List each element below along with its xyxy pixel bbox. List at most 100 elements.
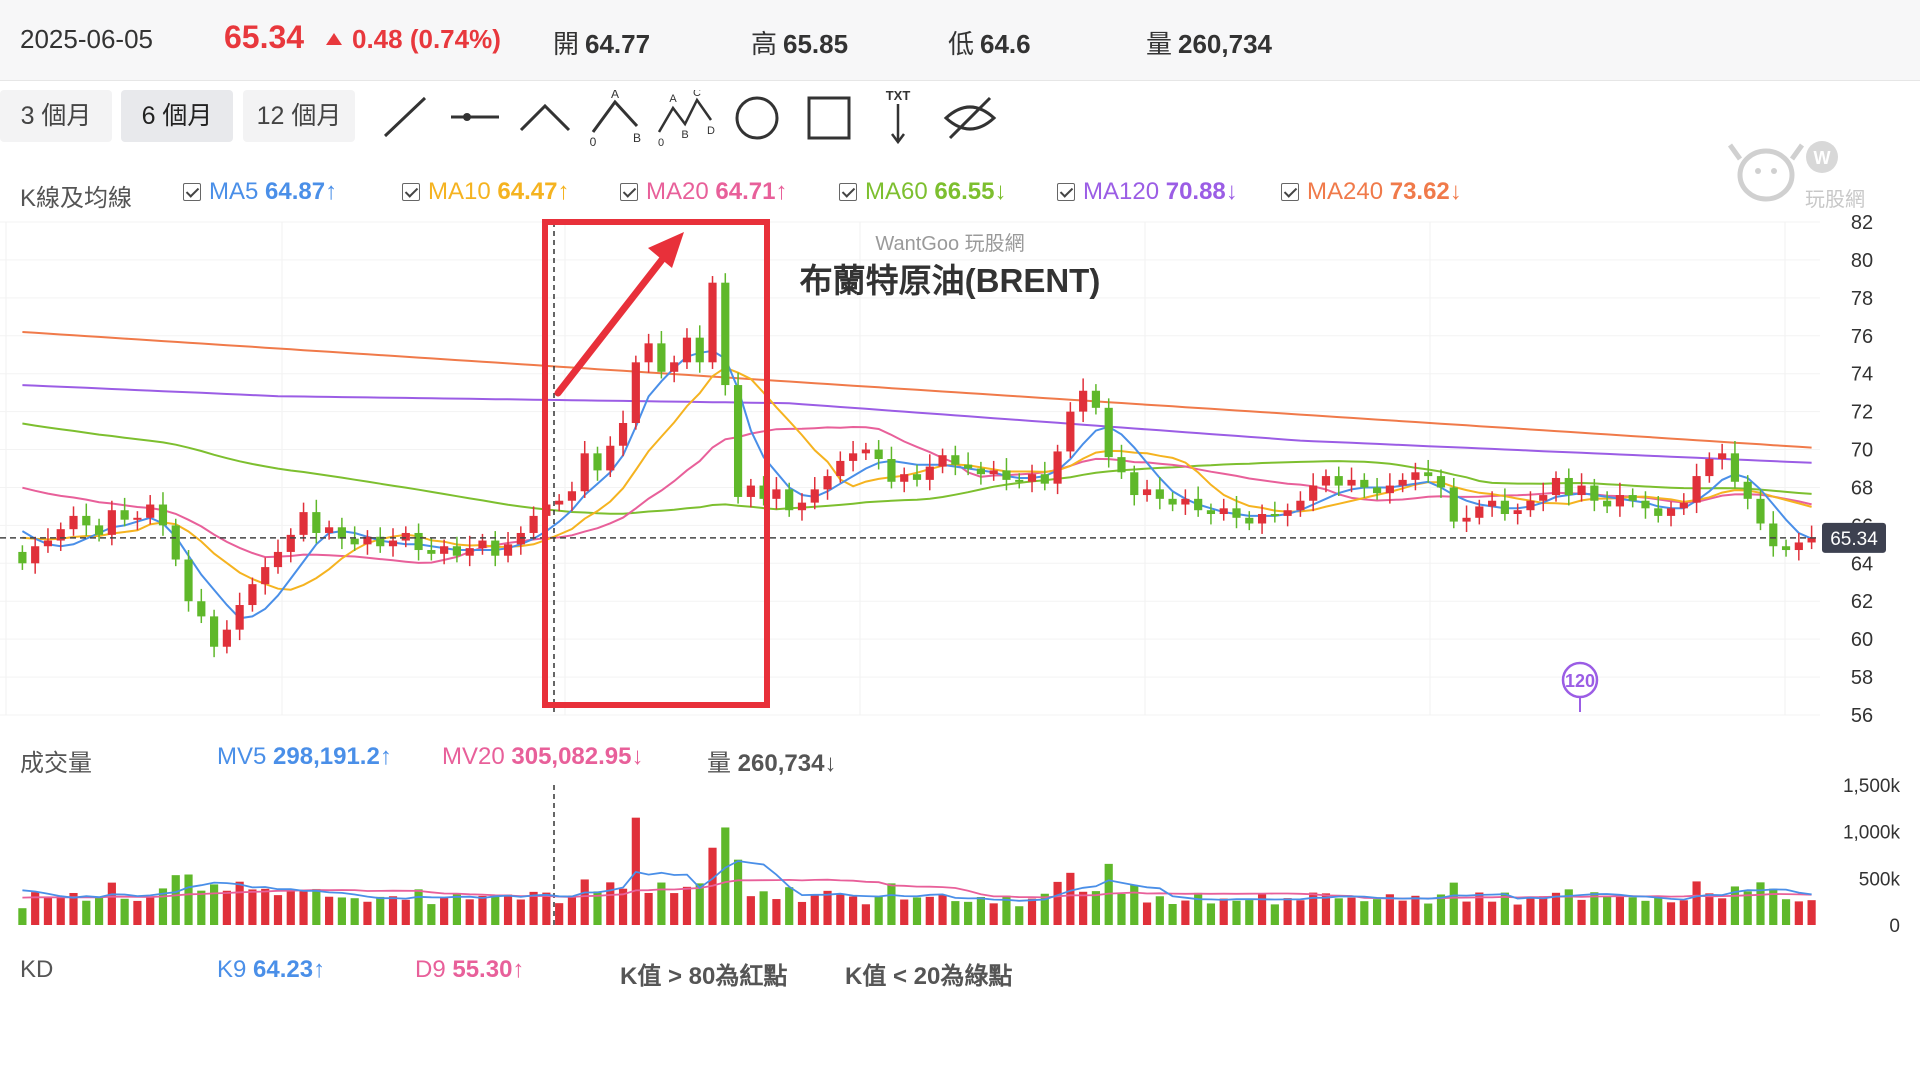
volume-bar xyxy=(1168,904,1177,925)
checkbox-icon[interactable] xyxy=(839,183,857,201)
volume-bar xyxy=(810,894,819,925)
ma20-toggle[interactable]: MA20 64.71↑ xyxy=(620,178,787,206)
horizontal-line-icon[interactable] xyxy=(445,90,505,146)
candle xyxy=(146,495,155,525)
abc-pattern-icon[interactable]: A 0 B xyxy=(585,90,645,146)
highlight-box xyxy=(542,219,770,708)
candle xyxy=(1104,398,1113,468)
volume-bar xyxy=(670,893,679,925)
volume-bar xyxy=(951,901,960,925)
abcd-pattern-icon[interactable]: A C 0 B D xyxy=(655,90,715,146)
angle-line-icon[interactable] xyxy=(515,90,575,146)
candle xyxy=(414,523,423,561)
mv20-value: 305,082.95 xyxy=(511,743,632,770)
d9-name: D9 xyxy=(415,956,446,983)
candle xyxy=(849,441,858,472)
range-tab-3m[interactable]: 3 個月 xyxy=(0,90,112,142)
circle-icon[interactable] xyxy=(727,90,787,146)
checkbox-icon[interactable] xyxy=(183,183,201,201)
volume-label: 成交量 xyxy=(20,750,92,777)
candle-body xyxy=(1705,459,1714,477)
abcd-label-c: C xyxy=(693,90,701,99)
candle xyxy=(1462,505,1471,533)
volume-bar xyxy=(925,896,934,925)
checkbox-icon[interactable] xyxy=(1057,183,1075,201)
up-triangle-icon xyxy=(326,33,342,45)
hide-drawings-icon[interactable] xyxy=(940,90,1000,146)
candle-body xyxy=(925,466,934,480)
candle xyxy=(82,503,91,536)
wantgoo-logo-icon: W xyxy=(1727,141,1838,202)
candle-body xyxy=(1564,477,1573,496)
candle-body xyxy=(1628,495,1637,501)
ma5-toggle[interactable]: MA5 64.87↑ xyxy=(183,178,337,206)
candle xyxy=(1705,452,1714,483)
volume-bar xyxy=(1155,896,1164,925)
volume-bar xyxy=(94,897,104,925)
candle-body xyxy=(210,616,219,647)
checkbox-icon[interactable] xyxy=(402,183,420,201)
volume-bar xyxy=(1564,889,1573,925)
volume-bar xyxy=(337,897,346,925)
volume-bar xyxy=(363,901,372,925)
candle-body xyxy=(631,362,640,423)
candle xyxy=(861,442,870,460)
abcd-label-a: A xyxy=(669,93,677,105)
ma240-toggle[interactable]: MA240 73.62↓ xyxy=(1281,178,1462,206)
range-tab-12m[interactable]: 12 個月 xyxy=(243,90,355,142)
ma120-toggle[interactable]: MA120 70.88↓ xyxy=(1057,178,1238,206)
candle-body xyxy=(1066,411,1075,452)
volume-tick-label: 1,000k xyxy=(1843,823,1901,844)
high-value: 65.85 xyxy=(783,29,849,59)
volume-bar xyxy=(823,890,832,925)
range-tab-6m[interactable]: 6 個月 xyxy=(121,90,233,142)
candle xyxy=(1654,495,1663,523)
volume-bar xyxy=(158,888,168,925)
candle xyxy=(1385,473,1394,504)
candle-body xyxy=(388,540,398,547)
candle-body xyxy=(1296,500,1305,511)
candle-body xyxy=(1475,506,1484,518)
volume-bar xyxy=(452,892,462,925)
y-tick-label: 58 xyxy=(1851,667,1873,689)
d9-value: 55.30 xyxy=(452,956,513,983)
volume-bar xyxy=(1781,899,1791,925)
candle xyxy=(1040,461,1049,491)
candle xyxy=(1769,511,1778,557)
candle xyxy=(1321,469,1331,493)
candle xyxy=(222,620,231,654)
candle xyxy=(299,502,308,542)
volume-bar xyxy=(376,896,385,925)
rectangle-icon[interactable] xyxy=(799,90,859,146)
arrow-up-icon: ↑ xyxy=(379,743,392,770)
ma60-toggle[interactable]: MA60 66.55↓ xyxy=(839,178,1006,206)
arrow-up-icon: ↑ xyxy=(775,178,788,205)
candle-body xyxy=(1245,517,1254,524)
ma60-value: 66.55 xyxy=(934,178,995,205)
candle xyxy=(1027,464,1037,493)
candle-body xyxy=(746,485,755,497)
volume-axis: 1,500k 1,000k 500k 0 xyxy=(1843,776,1901,937)
volume-bar xyxy=(644,892,653,925)
volume-bar xyxy=(1488,901,1497,925)
checkbox-icon[interactable] xyxy=(1281,183,1299,201)
volume-bar xyxy=(465,899,474,925)
candle xyxy=(836,451,845,483)
ma10-toggle[interactable]: MA10 64.47↑ xyxy=(402,178,569,206)
vol-name: 量 xyxy=(707,750,731,777)
mv5-value: 298,191.2 xyxy=(273,743,380,770)
candle-body xyxy=(989,470,998,475)
volume-bar xyxy=(1513,904,1522,925)
text-annotation-icon[interactable]: TXT xyxy=(868,90,928,146)
trend-line-icon[interactable] xyxy=(375,90,435,146)
candle-body xyxy=(1551,477,1561,496)
volume-bar xyxy=(120,898,129,925)
k9-name: K9 xyxy=(217,956,247,983)
candle-body xyxy=(478,540,487,549)
volume-bar xyxy=(1130,884,1139,925)
candle-body xyxy=(1130,472,1139,496)
volume-bar xyxy=(1692,881,1701,925)
checkbox-icon[interactable] xyxy=(620,183,638,201)
arrow-up-icon: ↑ xyxy=(557,178,570,205)
